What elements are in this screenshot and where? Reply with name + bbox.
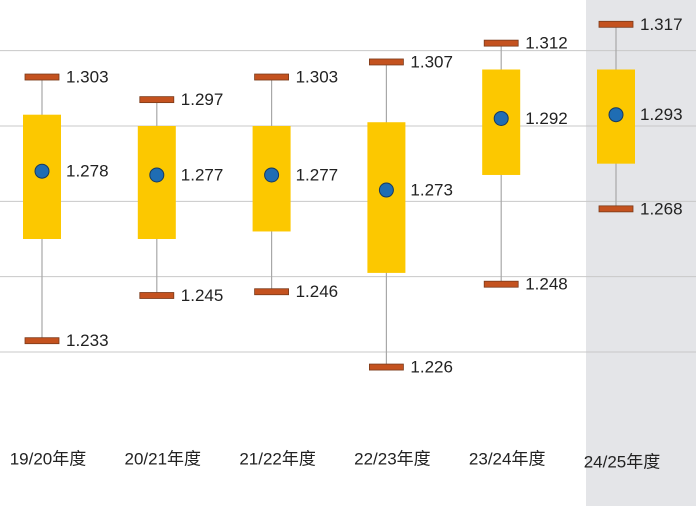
whisker-cap bbox=[24, 73, 60, 81]
value-label: 1.312 bbox=[525, 34, 568, 53]
value-label: 1.248 bbox=[525, 275, 568, 294]
value-label: 1.292 bbox=[525, 109, 568, 128]
value-label: 1.317 bbox=[640, 15, 683, 34]
whisker-cap bbox=[598, 205, 634, 213]
value-label: 1.246 bbox=[296, 282, 339, 301]
value-label: 1.297 bbox=[181, 90, 224, 109]
value-label: 1.233 bbox=[66, 331, 109, 350]
whisker-cap bbox=[483, 280, 519, 288]
value-label: 1.293 bbox=[640, 105, 683, 124]
whisker-cap bbox=[24, 337, 60, 345]
x-tick-label: 20/21年度 bbox=[125, 449, 202, 468]
median-dot bbox=[264, 167, 280, 183]
box bbox=[137, 126, 176, 239]
median-dot bbox=[34, 163, 50, 179]
value-label: 1.277 bbox=[296, 165, 339, 184]
whisker-cap bbox=[368, 363, 404, 371]
value-label: 1.303 bbox=[296, 68, 339, 87]
median-dot bbox=[493, 110, 509, 126]
x-tick-label: 23/24年度 bbox=[469, 449, 546, 468]
median-dot bbox=[378, 182, 394, 198]
whisker-cap bbox=[598, 20, 634, 28]
box bbox=[367, 122, 406, 273]
value-label: 1.278 bbox=[66, 162, 109, 181]
whisker-cap bbox=[139, 96, 175, 104]
x-tick-label: 19/20年度 bbox=[10, 449, 87, 468]
value-label: 1.245 bbox=[181, 286, 224, 305]
whisker-cap bbox=[368, 58, 404, 66]
value-label: 1.307 bbox=[410, 52, 453, 71]
value-label: 1.277 bbox=[181, 165, 224, 184]
x-tick-label: 21/22年度 bbox=[239, 449, 316, 468]
median-dot bbox=[608, 107, 624, 123]
value-label: 1.226 bbox=[410, 358, 453, 377]
whisker-cap bbox=[139, 292, 175, 299]
x-tick-label: 24/25年度 bbox=[584, 452, 661, 471]
x-tick-label: 22/23年度 bbox=[354, 449, 431, 468]
value-label: 1.303 bbox=[66, 68, 109, 87]
value-label: 1.268 bbox=[640, 199, 683, 218]
whisker-cap bbox=[254, 73, 290, 81]
median-dot bbox=[149, 167, 165, 183]
whisker-cap bbox=[254, 288, 290, 296]
whisker-cap bbox=[483, 39, 519, 47]
value-label: 1.273 bbox=[410, 181, 453, 200]
